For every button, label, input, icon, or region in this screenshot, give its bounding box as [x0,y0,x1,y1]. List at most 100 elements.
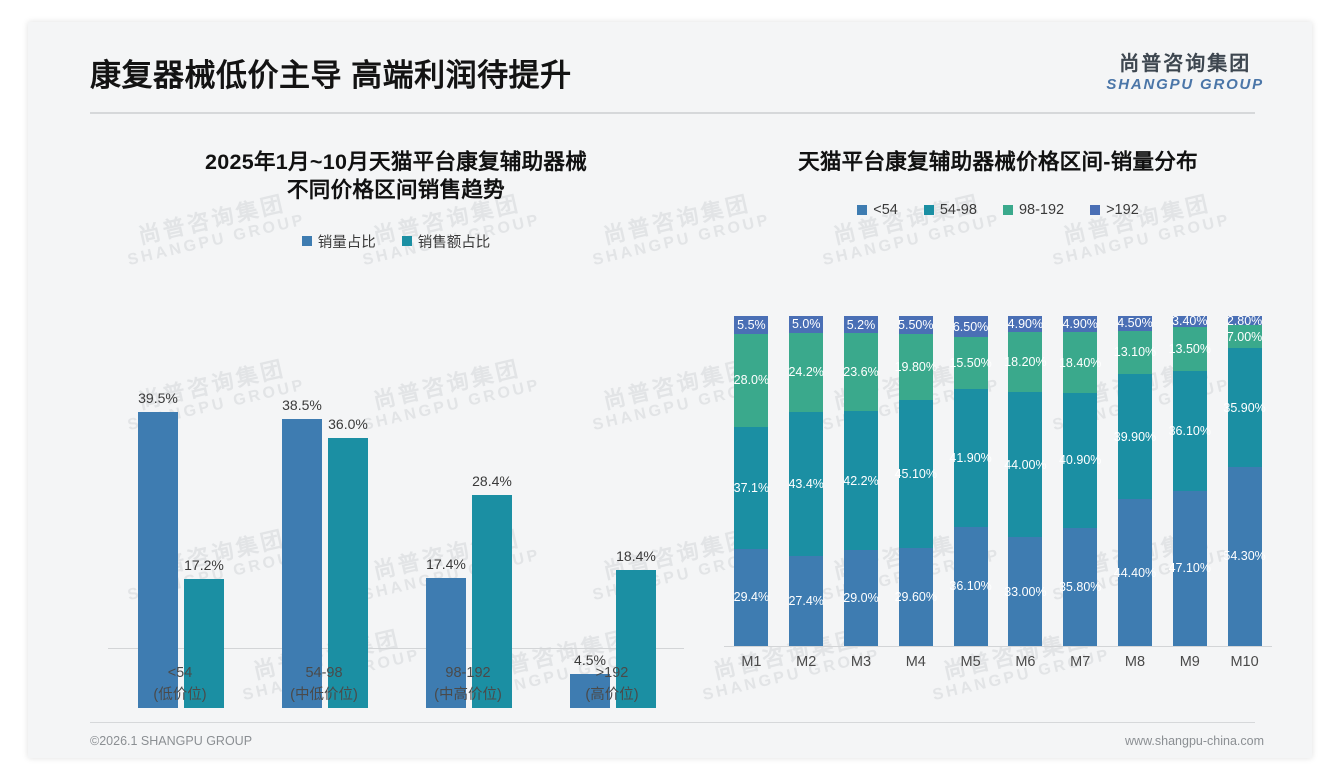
stacked-bar-column[interactable]: 29.60% 45.10% 19.80% 5.50% [888,316,943,646]
segment-value-label: 47.10% [1168,561,1211,576]
stacked-bar[interactable]: 44.40% 39.90% 13.10% 4.50% [1114,316,1156,646]
stacked-segment[interactable]: 5.0% [789,316,824,333]
stacked-segment[interactable]: 33.00% [1004,537,1047,646]
bar-column[interactable]: 17.2% [184,378,224,708]
stacked-bar-column[interactable]: 33.00% 44.00% 18.20% 4.90% [998,315,1053,646]
legend-item-2[interactable]: 98-192 [1002,202,1064,218]
stacked-segment[interactable]: 39.90% [1114,374,1156,500]
stacked-bar-column[interactable]: 27.4% 43.4% 24.2% 5.0% [779,316,834,646]
stacked-segment[interactable]: 5.2% [843,316,878,334]
stacked-segment[interactable]: 28.0% [734,334,769,427]
stacked-bar[interactable]: 54.30% 35.90% 7.00% 2.80% [1223,314,1266,646]
stacked-bar[interactable]: 47.10% 36.10% 13.50% 3.40% [1169,314,1211,646]
bar-column[interactable]: 4.5% [570,378,610,708]
stacked-bar[interactable]: 33.00% 44.00% 18.20% 4.90% [1004,315,1047,646]
legend-swatch-icon [1090,205,1101,216]
stacked-segment[interactable]: 29.4% [733,548,770,646]
bar-rect[interactable] [184,579,224,708]
bar-rect[interactable] [570,674,610,708]
stacked-segment[interactable]: 18.40% [1059,332,1101,393]
stacked-segment[interactable]: 5.50% [898,316,934,335]
legend-item-3[interactable]: >192 [1090,202,1139,218]
right-chart-title: 天猫平台康复辅助器械价格区间-销量分布 [798,150,1198,174]
stacked-bar[interactable]: 27.4% 43.4% 24.2% 5.0% [788,316,824,646]
stacked-segment[interactable]: 42.2% [843,411,879,551]
stacked-bar-column[interactable]: 35.80% 40.90% 18.40% 4.90% [1053,316,1108,646]
stacked-segment[interactable]: 24.2% [788,332,824,413]
x-axis-month-label: M10 [1230,654,1259,670]
legend-item-1[interactable]: 54-98 [923,202,977,218]
stacked-segment[interactable]: 15.50% [949,337,992,389]
stacked-segment[interactable]: 13.50% [1169,326,1211,372]
stacked-segment[interactable]: 47.10% [1169,490,1211,646]
stacked-segment[interactable]: 13.10% [1114,330,1156,375]
stacked-segment[interactable]: 23.6% [843,333,879,412]
stacked-segment[interactable]: 29.0% [843,550,879,646]
stacked-segment[interactable]: 6.50% [953,316,988,338]
stacked-segment[interactable]: 3.40% [1172,314,1207,328]
bar-rect[interactable] [138,411,178,708]
bar-group: 38.5% 36.0% [252,378,396,708]
bar-rect[interactable] [426,577,466,708]
stacked-segment[interactable]: 35.80% [1059,527,1101,646]
legend-item-0[interactable]: 销量占比 [301,231,376,252]
stacked-segment[interactable]: 2.80% [1227,314,1262,328]
bar-rect[interactable] [472,495,512,708]
stacked-segment[interactable]: 41.90% [949,388,992,527]
stacked-segment[interactable]: 37.1% [734,426,769,549]
stacked-segment[interactable]: 5.5% [734,316,769,335]
stacked-bar-column[interactable]: 29.0% 42.2% 23.6% 5.2% [834,316,889,646]
stacked-bar[interactable]: 29.4% 37.1% 28.0% 5.5% [733,316,770,646]
stacked-bar-column[interactable]: 47.10% 36.10% 13.50% 3.40% [1162,314,1217,646]
left-chart-title-line2: 不同价格区间销售趋势 [286,178,505,203]
stacked-bar[interactable]: 35.80% 40.90% 18.40% 4.90% [1059,316,1101,646]
bar-column[interactable]: 28.4% [472,378,512,708]
bar-value-label: 4.5% [574,652,606,669]
stacked-bar-column[interactable]: 44.40% 39.90% 13.10% 4.50% [1108,316,1163,646]
stacked-segment[interactable]: 27.4% [788,555,824,646]
segment-value-label: 45.10% [894,466,937,481]
segment-value-label: 29.4% [733,590,770,605]
stacked-segment[interactable]: 18.20% [1004,331,1047,392]
bar-column[interactable]: 18.4% [616,378,656,708]
segment-value-label: 27.4% [788,593,824,608]
stacked-bar-column[interactable]: 54.30% 35.90% 7.00% 2.80% [1217,314,1272,646]
stacked-segment[interactable]: 44.00% [1004,391,1047,538]
legend-swatch-icon [923,205,934,216]
bar-column[interactable]: 38.5% [282,378,322,708]
bar-rect[interactable] [616,570,656,708]
stacked-segment[interactable]: 35.90% [1223,348,1266,467]
stacked-segment[interactable]: 29.60% [895,548,937,646]
grouped-bar-chart: 39.5% 17.2% <54 (低价位) 38.5% 36.0% 54-98 (中低价位) 1… [90,318,702,708]
stacked-segment[interactable]: 40.90% [1059,392,1101,528]
legend-item-1[interactable]: 销售额占比 [401,231,490,252]
stacked-segment[interactable]: 7.00% [1227,325,1262,349]
stacked-bar[interactable]: 29.60% 45.10% 19.80% 5.50% [895,316,937,646]
stacked-segment[interactable]: 4.50% [1117,316,1153,331]
bar-rect[interactable] [328,438,368,708]
segment-value-label: 35.80% [1058,579,1102,594]
bar-column[interactable]: 39.5% [138,378,178,708]
bar-value-label: 17.4% [426,555,466,572]
stacked-bar[interactable]: 36.10% 41.90% 15.50% 6.50% [949,316,992,646]
stacked-segment[interactable]: 36.10% [949,526,992,646]
bar-rect[interactable] [282,419,322,708]
stacked-segment[interactable]: 44.40% [1114,499,1156,646]
stacked-segment[interactable]: 4.90% [1062,316,1098,333]
bar-column[interactable]: 36.0% [328,378,368,708]
stacked-bar-column[interactable]: 36.10% 41.90% 15.50% 6.50% [943,316,998,646]
legend-label: >192 [1106,202,1139,219]
stacked-segment[interactable]: 45.10% [895,399,937,549]
stacked-segment[interactable]: 19.80% [895,334,937,400]
stacked-bar[interactable]: 29.0% 42.2% 23.6% 5.2% [843,316,879,646]
stacked-bar-column[interactable]: 29.4% 37.1% 28.0% 5.5% [724,316,779,646]
segment-value-label: 39.90% [1113,429,1157,444]
legend-item-0[interactable]: <54 [857,202,898,218]
stacked-segment[interactable]: 4.90% [1008,315,1043,332]
stacked-segment[interactable]: 43.4% [788,412,824,556]
footer-website: www.shangpu-china.com [1125,734,1264,748]
bar-column[interactable]: 17.4% [426,378,466,708]
stacked-segment[interactable]: 36.10% [1169,371,1211,491]
stacked-segment[interactable]: 54.30% [1223,466,1266,646]
bar-value-label: 36.0% [328,416,368,432]
